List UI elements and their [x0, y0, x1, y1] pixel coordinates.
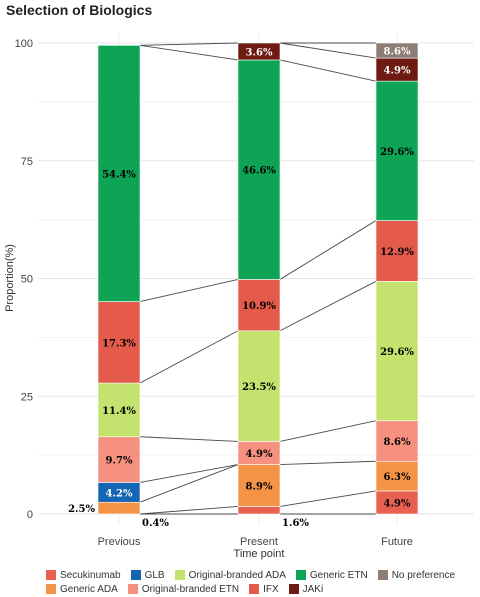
- bar-segment: [375, 42, 419, 59]
- legend-swatch: [46, 584, 56, 594]
- legend-swatch: [130, 570, 141, 580]
- legend-item: No preference: [377, 569, 456, 581]
- bar-segment: [237, 59, 281, 280]
- data-label: 29.6%: [380, 347, 414, 358]
- bars: [97, 42, 419, 515]
- connector-lines: [139, 42, 377, 515]
- x-tick-label: Previous: [98, 536, 141, 548]
- x-tick-label: Future: [381, 536, 413, 548]
- legend-label: IFX: [263, 583, 279, 595]
- bar-segment: [375, 80, 419, 221]
- legend-swatch: [127, 584, 138, 594]
- data-label: 0.4%: [142, 518, 169, 529]
- connector-line: [139, 436, 239, 442]
- connector-line: [279, 420, 377, 442]
- stacked-bar-chart: 1.6% 4.9% 2.5% 8.9% 6.3% 4.2% 9.7% 4.9% 8.6% 11.4…: [4, 32, 474, 560]
- bar-segment: [375, 460, 419, 492]
- bar-segment: [97, 436, 141, 483]
- data-label: 8.6%: [384, 47, 411, 58]
- bar-segment: [375, 220, 419, 282]
- y-axis-title: Proportion(%): [4, 244, 16, 312]
- legend-item: Original-branded ETN: [127, 583, 240, 595]
- axes: 0 25 50 75 100 Previous Present Future: [15, 38, 413, 548]
- connector-line: [139, 44, 239, 61]
- data-label: 54.4%: [102, 169, 136, 180]
- connector-line: [279, 460, 377, 465]
- connector-line: [139, 330, 239, 384]
- legend-swatch: [377, 570, 388, 580]
- bar-segment: [97, 45, 141, 302]
- data-label: 2.5%: [68, 504, 95, 515]
- y-tick-label: 50: [21, 274, 33, 286]
- data-label: 8.9%: [246, 482, 273, 493]
- chart-title: Selection of Biologics: [6, 2, 153, 18]
- legend-label: No preference: [391, 569, 456, 581]
- connector-line: [139, 42, 239, 46]
- connector-line: [279, 220, 377, 280]
- data-label: 6.3%: [384, 472, 411, 483]
- data-label: 17.3%: [102, 338, 136, 349]
- legend-item: IFX: [249, 584, 279, 595]
- data-label: 12.9%: [380, 247, 414, 258]
- connector-line: [279, 42, 377, 59]
- bar-segment: [237, 506, 281, 515]
- legend-label: JAKi: [302, 583, 324, 595]
- data-label: 9.7%: [106, 456, 133, 467]
- legend: Secukinumab GLB Original-branded ADA Generi…: [46, 568, 476, 596]
- data-label: 11.4%: [102, 406, 136, 417]
- x-tick-label: Present: [240, 536, 278, 548]
- legend-swatch: [295, 570, 306, 580]
- legend-item: Generic ADA: [46, 584, 118, 595]
- legend-item: Generic ETN: [295, 569, 368, 581]
- legend-swatch: [249, 584, 260, 594]
- y-tick-label: 0: [27, 509, 33, 521]
- legend-label: Original-branded ADA: [188, 569, 286, 581]
- y-tick-label: 100: [15, 38, 33, 50]
- legend-row: Generic ADA Original-branded ETN IFX JAKi: [46, 582, 476, 596]
- data-label: 3.6%: [246, 47, 273, 58]
- bar-segment: [237, 279, 281, 332]
- connector-line: [279, 59, 377, 82]
- data-label: 4.9%: [384, 498, 411, 509]
- legend-label: Secukinumab: [60, 569, 121, 581]
- data-label: 8.6%: [384, 437, 411, 448]
- legend-item: Secukinumab: [46, 570, 121, 581]
- legend-item: Original-branded ADA: [174, 569, 286, 581]
- bar-segment: [97, 301, 141, 384]
- legend-label: Generic ADA: [60, 583, 118, 595]
- data-labels: 1.6% 4.9% 2.5% 8.9% 6.3% 4.2% 9.7% 4.9% 8.6% 11.4…: [68, 47, 414, 529]
- x-axis-title: Time point: [234, 548, 285, 560]
- data-label: 10.9%: [242, 301, 276, 312]
- legend-label: Original-branded ETN: [141, 583, 240, 595]
- data-label: 29.6%: [380, 147, 414, 158]
- legend-label: Generic ETN: [309, 569, 368, 581]
- bar-segment: [375, 420, 419, 462]
- connector-line: [139, 464, 239, 503]
- legend-swatch: [46, 570, 56, 580]
- connector-line: [279, 280, 377, 332]
- bar-segment: [237, 42, 281, 61]
- data-label: 1.6%: [282, 518, 309, 529]
- data-label: 23.5%: [242, 382, 276, 393]
- legend-item: JAKi: [288, 583, 324, 595]
- connector-line: [139, 506, 239, 515]
- connector-line: [139, 464, 239, 483]
- data-label: 46.6%: [242, 166, 276, 177]
- legend-item: GLB: [130, 569, 165, 581]
- legend-swatch: [174, 570, 185, 580]
- bar-segment: [237, 330, 281, 442]
- data-label: 4.9%: [384, 66, 411, 77]
- y-tick-label: 75: [21, 156, 33, 168]
- legend-swatch: [288, 584, 299, 594]
- data-label: 4.2%: [106, 488, 133, 499]
- y-tick-label: 25: [21, 391, 33, 403]
- connector-line: [279, 490, 377, 507]
- connector-line: [139, 279, 239, 303]
- legend-row: Secukinumab GLB Original-branded ADA Generi…: [46, 568, 476, 582]
- legend-label: GLB: [144, 569, 165, 581]
- bar-segment: [97, 501, 141, 515]
- data-label: 4.9%: [246, 449, 273, 460]
